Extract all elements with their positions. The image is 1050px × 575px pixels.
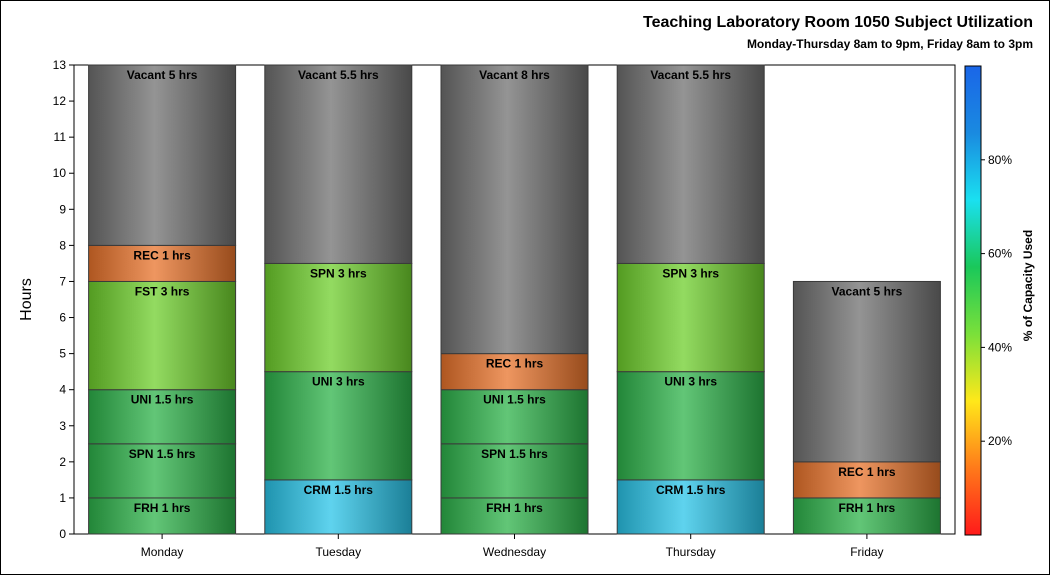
- chart-title: Teaching Laboratory Room 1050 Subject Ut…: [643, 14, 1033, 31]
- y-tick-label-2: 2: [59, 455, 66, 469]
- data-label-friday-rec-1-hrs: REC 1 hrs: [838, 465, 896, 479]
- y-axis-label: Hours: [18, 278, 35, 321]
- x-tick-label-thursday: Thursday: [666, 545, 716, 559]
- data-label-monday-uni-1-5-hrs: UNI 1.5 hrs: [131, 393, 194, 407]
- chart-subtitle: Monday-Thursday 8am to 9pm, Friday 8am t…: [746, 37, 1033, 51]
- y-tick-label-9: 9: [59, 202, 66, 216]
- data-label-tuesday-spn-3-hrs: SPN 3 hrs: [310, 266, 367, 280]
- bar-segment-monday-rec-1-hrs: [88, 244, 237, 282]
- y-tick-label-10: 10: [53, 166, 67, 180]
- data-label-wednesday-vacant-8-hrs: Vacant 8 hrs: [479, 68, 550, 82]
- data-label-thursday-uni-3-hrs: UNI 3 hrs: [664, 375, 717, 389]
- data-label-wednesday-frh-1-hrs: FRH 1 hrs: [486, 501, 543, 515]
- y-tick-label-7: 7: [59, 274, 66, 288]
- y-tick-label-6: 6: [59, 311, 66, 325]
- data-label-friday-frh-1-hrs: FRH 1 hrs: [839, 501, 896, 515]
- bar-segment-thursday-spn-3-hrs: [616, 262, 765, 373]
- bar-segment-tuesday-spn-3-hrs: [264, 262, 413, 373]
- bar-segment-monday-uni-1-5-hrs: [88, 389, 237, 445]
- data-label-wednesday-rec-1-hrs: REC 1 hrs: [486, 357, 544, 371]
- x-tick-label-tuesday: Tuesday: [316, 545, 362, 559]
- y-tick-label-8: 8: [59, 238, 66, 252]
- y-tick-label-0: 0: [59, 527, 66, 541]
- data-label-monday-spn-1-5-hrs: SPN 1.5 hrs: [129, 447, 196, 461]
- x-tick-label-monday: Monday: [141, 545, 184, 559]
- y-tick-label-3: 3: [59, 419, 66, 433]
- data-label-tuesday-vacant-5-5-hrs: Vacant 5.5 hrs: [298, 68, 379, 82]
- bar-segment-friday-vacant-5-hrs: [792, 280, 941, 463]
- bar-segment-thursday-crm-1-5-hrs: [616, 479, 765, 535]
- data-label-monday-frh-1-hrs: FRH 1 hrs: [134, 501, 191, 515]
- bar-segment-thursday-vacant-5-5-hrs: [616, 64, 765, 264]
- bar-segment-wednesday-rec-1-hrs: [440, 353, 589, 391]
- data-label-friday-vacant-5-hrs: Vacant 5 hrs: [832, 284, 903, 298]
- colorbar-tick-label-80: 80%: [988, 153, 1012, 167]
- bar-segment-monday-spn-1-5-hrs: [88, 443, 237, 499]
- colorbar: [964, 65, 982, 536]
- colorbar-label: % of Capacity Used: [1021, 230, 1035, 341]
- bar-segment-monday-vacant-5-hrs: [88, 64, 237, 246]
- bar-segment-wednesday-vacant-8-hrs: [440, 64, 589, 355]
- colorbar-tick-label-40: 40%: [988, 340, 1012, 354]
- y-tick-label-4: 4: [59, 383, 66, 397]
- colorbar-tick-label-60: 60%: [988, 247, 1012, 261]
- bar-segment-tuesday-vacant-5-5-hrs: [264, 64, 413, 264]
- data-label-tuesday-uni-3-hrs: UNI 3 hrs: [312, 375, 365, 389]
- x-tick-label-friday: Friday: [850, 545, 883, 559]
- bar-segment-thursday-uni-3-hrs: [616, 371, 765, 481]
- bar-segment-wednesday-frh-1-hrs: [440, 497, 589, 535]
- data-label-monday-rec-1-hrs: REC 1 hrs: [133, 248, 191, 262]
- bar-segment-tuesday-uni-3-hrs: [264, 371, 413, 481]
- data-label-monday-fst-3-hrs: FST 3 hrs: [135, 284, 190, 298]
- bar-segment-friday-rec-1-hrs: [792, 461, 941, 499]
- data-label-wednesday-uni-1-5-hrs: UNI 1.5 hrs: [483, 393, 546, 407]
- colorbar-tick-label-20: 20%: [988, 434, 1012, 448]
- y-tick-label-1: 1: [59, 491, 66, 505]
- x-tick-label-wednesday: Wednesday: [483, 545, 546, 559]
- data-label-thursday-crm-1-5-hrs: CRM 1.5 hrs: [656, 483, 726, 497]
- y-tick-label-13: 13: [53, 58, 67, 72]
- data-label-thursday-spn-3-hrs: SPN 3 hrs: [662, 266, 719, 280]
- y-tick-label-11: 11: [54, 130, 67, 144]
- bar-segment-wednesday-uni-1-5-hrs: [440, 389, 589, 445]
- y-tick-label-12: 12: [53, 94, 67, 108]
- data-label-tuesday-crm-1-5-hrs: CRM 1.5 hrs: [304, 483, 374, 497]
- bar-segment-wednesday-spn-1-5-hrs: [440, 443, 589, 499]
- bar-segment-monday-fst-3-hrs: [88, 280, 237, 391]
- y-tick-label-5: 5: [59, 347, 66, 361]
- data-label-thursday-vacant-5-5-hrs: Vacant 5.5 hrs: [650, 68, 731, 82]
- data-label-wednesday-spn-1-5-hrs: SPN 1.5 hrs: [481, 447, 548, 461]
- data-label-monday-vacant-5-hrs: Vacant 5 hrs: [127, 68, 198, 82]
- bar-segment-tuesday-crm-1-5-hrs: [264, 479, 413, 535]
